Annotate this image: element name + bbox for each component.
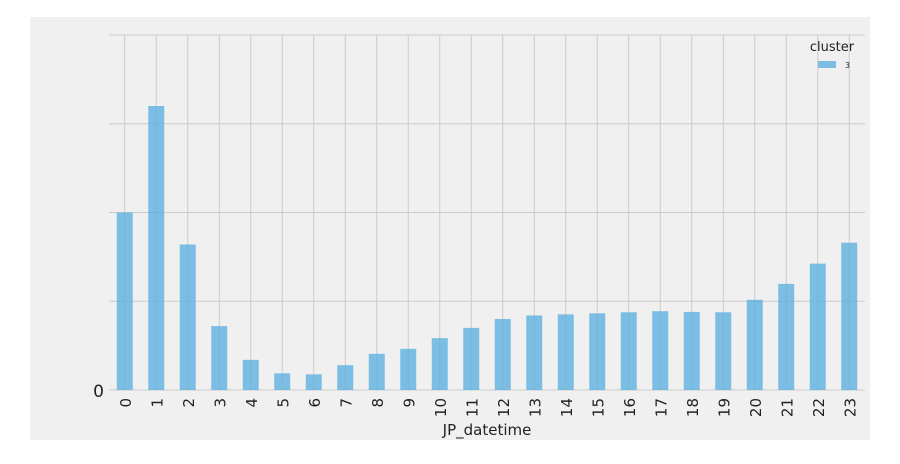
x-axis-label: JP_datetime (442, 421, 532, 440)
x-tick-label: 6 (306, 398, 324, 408)
legend-entry-label: 3 (845, 61, 850, 70)
bar (274, 373, 291, 390)
bar (746, 299, 763, 390)
bar (431, 338, 448, 390)
x-tick-label: 0 (117, 398, 135, 408)
x-tick-label: 16 (621, 398, 639, 417)
bar (368, 353, 385, 390)
bar (589, 313, 606, 390)
x-tick-label: 9 (400, 398, 418, 408)
x-tick-label: 4 (243, 398, 261, 408)
x-tick-label: 5 (274, 398, 292, 408)
x-tick-label: 17 (652, 398, 670, 417)
bar (841, 242, 858, 390)
bar (683, 311, 700, 390)
legend: cluster 3 (810, 40, 855, 70)
x-tick-label: 3 (211, 398, 229, 408)
bar (652, 311, 669, 390)
x-tick-label: 7 (337, 398, 355, 408)
x-tick-labels: 0 1 2 3 4 5 6 7 8 9 10 11 12 13 14 15 16 17 18 19 20 21 22 23 (117, 398, 860, 417)
bar (211, 326, 228, 390)
legend-title: cluster (810, 40, 855, 55)
x-tick-label: 1 (148, 398, 166, 408)
bar (715, 312, 732, 390)
x-tick-label: 22 (810, 398, 828, 417)
x-tick-label: 11 (463, 398, 481, 417)
bar (494, 319, 511, 390)
bar (463, 327, 480, 390)
x-tick-label: 13 (526, 398, 544, 417)
x-tick-label: 20 (747, 398, 765, 417)
x-tick-label: 18 (684, 398, 702, 417)
bar (116, 212, 133, 390)
bar (526, 315, 543, 390)
bar (620, 312, 637, 390)
x-tick-label: 8 (369, 398, 387, 408)
bar (557, 314, 574, 390)
x-tick-label: 23 (841, 398, 859, 417)
bar (400, 348, 417, 390)
bar (242, 359, 259, 390)
x-tick-label: 21 (778, 398, 796, 417)
bar (809, 263, 826, 390)
bar (778, 283, 795, 390)
x-tick-label: 12 (495, 398, 513, 417)
bar (337, 365, 354, 390)
x-tick-label: 10 (432, 398, 450, 417)
y-tick-label: 0 (93, 382, 104, 402)
x-tick-label: 2 (180, 398, 198, 408)
x-tick-label: 14 (558, 398, 576, 417)
x-tick-label: 19 (715, 398, 733, 417)
bars (116, 106, 858, 390)
bar (148, 106, 165, 390)
bar (179, 244, 196, 390)
bar (305, 374, 322, 390)
x-tick-label: 15 (589, 398, 607, 417)
legend-swatch (818, 61, 836, 68)
